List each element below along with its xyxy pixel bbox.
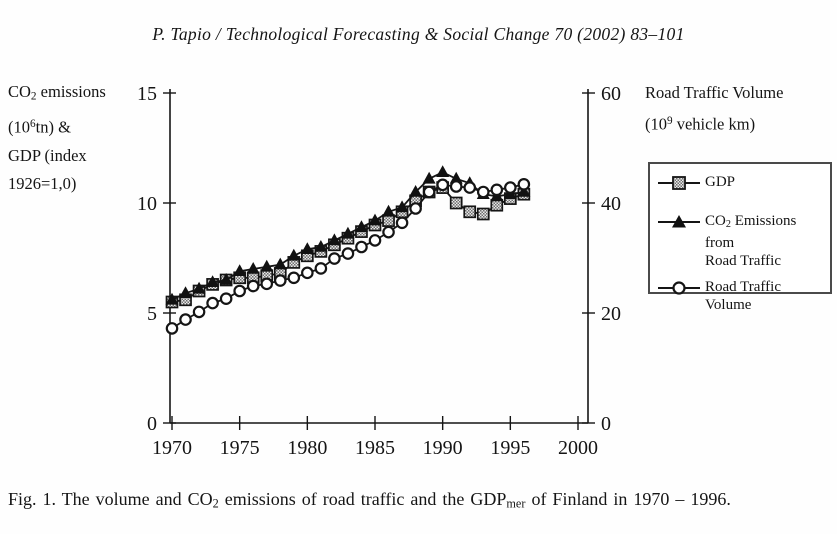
- rtv-data-marker: [314, 262, 328, 275]
- co2-data-marker: [287, 248, 301, 261]
- co2-data-marker: [300, 242, 314, 254]
- co2-data-marker: [165, 292, 179, 305]
- gdp-square-marker-icon: [658, 176, 700, 190]
- left-axis-title: CO2 emissions (106tn) & GDP (index 1926=…: [8, 78, 158, 198]
- rtv-data-marker: [206, 296, 219, 310]
- co2-data-marker: [233, 264, 247, 276]
- legend-label-co2: CO2 Emissions from Road Traffic: [705, 213, 797, 270]
- rtv-circle-marker-icon: [658, 281, 700, 295]
- rtv-data-marker: [179, 313, 192, 326]
- rtv-data-marker: [233, 284, 246, 298]
- gdp-data-marker: [449, 196, 463, 210]
- x-axis-tick-label: 1995: [490, 437, 530, 459]
- legend: GDP CO2 Emissions from Road Traffic Road…: [648, 162, 832, 313]
- rtv-data-marker: [517, 178, 531, 191]
- x-axis-tick-label: 1975: [220, 437, 260, 459]
- x-axis-tick-label: 1985: [355, 437, 395, 459]
- rtv-data-marker: [355, 240, 368, 254]
- rtv-data-marker: [246, 279, 260, 293]
- co2-data-marker: [192, 281, 206, 294]
- co2-data-marker: [395, 200, 409, 213]
- co2-data-marker: [409, 185, 423, 197]
- legend-label-rtv: Road Traffic Volume: [705, 279, 781, 314]
- rtv-data-marker: [395, 216, 409, 230]
- left-axis-title-line4: 1926=1,0): [8, 174, 77, 194]
- rtv-data-marker: [436, 178, 449, 192]
- rtv-data-marker: [287, 271, 301, 285]
- legend-item-rtv: Road Traffic Volume: [658, 278, 828, 314]
- co2-data-marker: [314, 240, 328, 252]
- right-axis-tick-label: 20: [601, 303, 621, 325]
- right-axis-tick-label: 40: [601, 193, 621, 215]
- co2-data-marker: [246, 262, 260, 274]
- left-axis-tick-label: 15: [137, 83, 157, 105]
- co2-data-marker: [354, 220, 368, 232]
- co2-data-marker: [206, 275, 220, 287]
- co2-data-marker: [219, 273, 233, 285]
- legend-item-co2: CO2 Emissions from Road Traffic: [658, 212, 828, 270]
- x-axis-tick-label: 1990: [423, 437, 463, 459]
- co2-data-marker: [382, 204, 396, 217]
- right-axis-title: Road Traffic Volume (109 vehicle km): [645, 78, 835, 139]
- co2-data-marker: [327, 233, 341, 246]
- co2-data-marker: [422, 171, 436, 184]
- left-axis-title-line2: (106tn) &: [8, 118, 71, 138]
- rtv-data-marker: [301, 266, 314, 280]
- right-axis-title-line2: (109 vehicle km): [645, 114, 756, 134]
- running-head: P. Tapio / Technological Forecasting & S…: [152, 24, 685, 44]
- co2-data-marker: [260, 259, 274, 272]
- rtv-data-marker: [192, 305, 206, 319]
- rtv-data-marker: [490, 183, 504, 197]
- co2-data-marker: [368, 213, 382, 226]
- left-axis-title-line3: GDP (index: [8, 146, 87, 166]
- gdp-data-marker: [476, 207, 490, 221]
- left-axis-title-line1: CO2 emissions: [8, 82, 106, 103]
- gdp-data-marker: [382, 214, 395, 227]
- left-axis-tick-label: 0: [147, 413, 157, 435]
- legend-label-gdp: GDP: [705, 174, 736, 190]
- co2-data-marker: [436, 165, 450, 177]
- rtv-data-marker: [260, 277, 274, 291]
- x-axis-tick-label: 1980: [287, 437, 327, 459]
- rtv-data-marker: [463, 181, 477, 194]
- rtv-data-marker: [422, 185, 436, 199]
- rtv-data-marker: [476, 185, 490, 199]
- legend-item-gdp: GDP: [658, 173, 828, 191]
- rtv-data-marker: [219, 292, 233, 305]
- co2-data-marker: [449, 171, 463, 184]
- figure-caption: Fig. 1. The volume and CO2 emissions of …: [8, 489, 731, 511]
- rtv-data-marker: [165, 322, 179, 335]
- x-axis-tick-label: 2000: [558, 437, 598, 459]
- right-axis-tick-label: 0: [601, 413, 611, 435]
- left-axis-tick-label: 10: [137, 193, 157, 215]
- right-axis-tick-label: 60: [601, 83, 621, 105]
- co2-data-marker: [517, 185, 531, 197]
- co2-data-marker: [273, 257, 287, 270]
- right-axis-title-line1: Road Traffic Volume: [645, 83, 784, 102]
- co2-triangle-marker-icon: [658, 215, 700, 228]
- co2-data-marker: [179, 286, 193, 298]
- co2-data-marker: [341, 226, 355, 239]
- x-axis-tick-label: 1970: [152, 437, 192, 459]
- rtv-data-marker: [368, 234, 382, 247]
- rtv-data-marker: [341, 247, 355, 260]
- gdp-data-marker: [490, 198, 504, 212]
- left-axis-tick-label: 5: [147, 303, 157, 325]
- rtv-data-marker: [449, 180, 463, 193]
- rtv-data-marker: [328, 252, 341, 265]
- gdp-data-marker: [463, 205, 477, 219]
- rtv-data-marker: [504, 181, 517, 194]
- rtv-data-marker: [273, 274, 287, 287]
- rtv-data-marker: [409, 202, 422, 215]
- rtv-data-marker: [382, 225, 395, 239]
